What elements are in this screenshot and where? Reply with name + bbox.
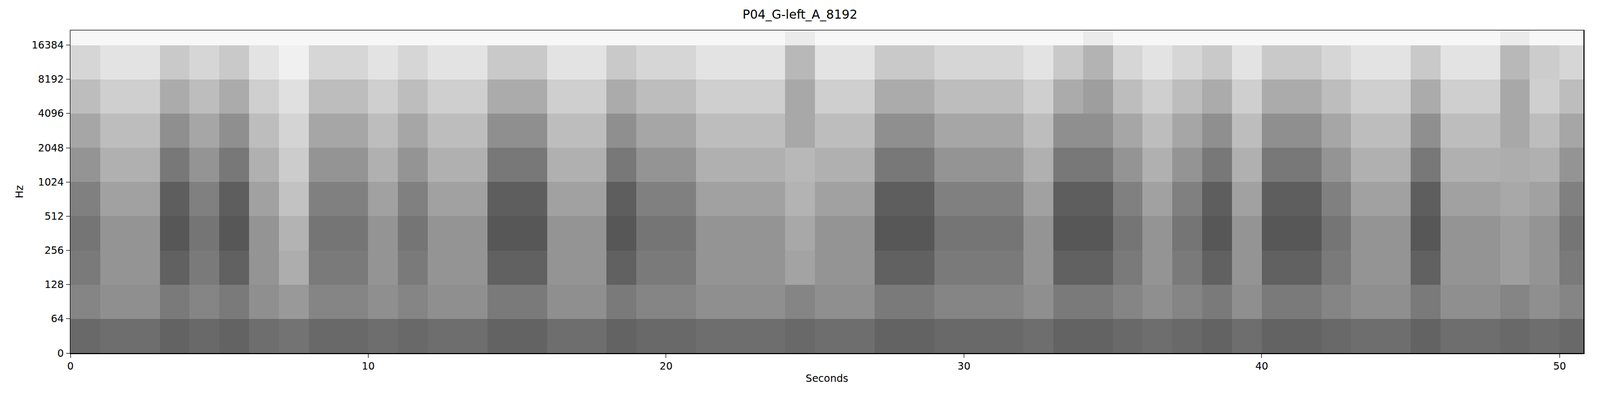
svg-text:1024: 1024: [37, 176, 64, 188]
svg-text:256: 256: [44, 244, 64, 256]
svg-text:10: 10: [361, 360, 375, 372]
svg-text:64: 64: [51, 312, 64, 325]
svg-text:30: 30: [957, 360, 971, 372]
svg-text:2048: 2048: [37, 141, 64, 154]
svg-text:4096: 4096: [37, 107, 64, 119]
svg-text:128: 128: [44, 278, 64, 291]
svg-text:50: 50: [1553, 360, 1566, 372]
svg-text:16384: 16384: [31, 38, 64, 51]
svg-text:Seconds: Seconds: [805, 372, 849, 384]
svg-text:512: 512: [44, 210, 64, 222]
svg-text:Hz: Hz: [13, 185, 26, 198]
svg-text:20: 20: [659, 360, 673, 372]
svg-text:8192: 8192: [37, 73, 64, 85]
svg-text:0: 0: [67, 360, 74, 372]
svg-text:P04_G-left_A_8192: P04_G-left_A_8192: [742, 7, 858, 22]
svg-text:40: 40: [1255, 360, 1269, 372]
svg-text:0: 0: [57, 347, 64, 359]
